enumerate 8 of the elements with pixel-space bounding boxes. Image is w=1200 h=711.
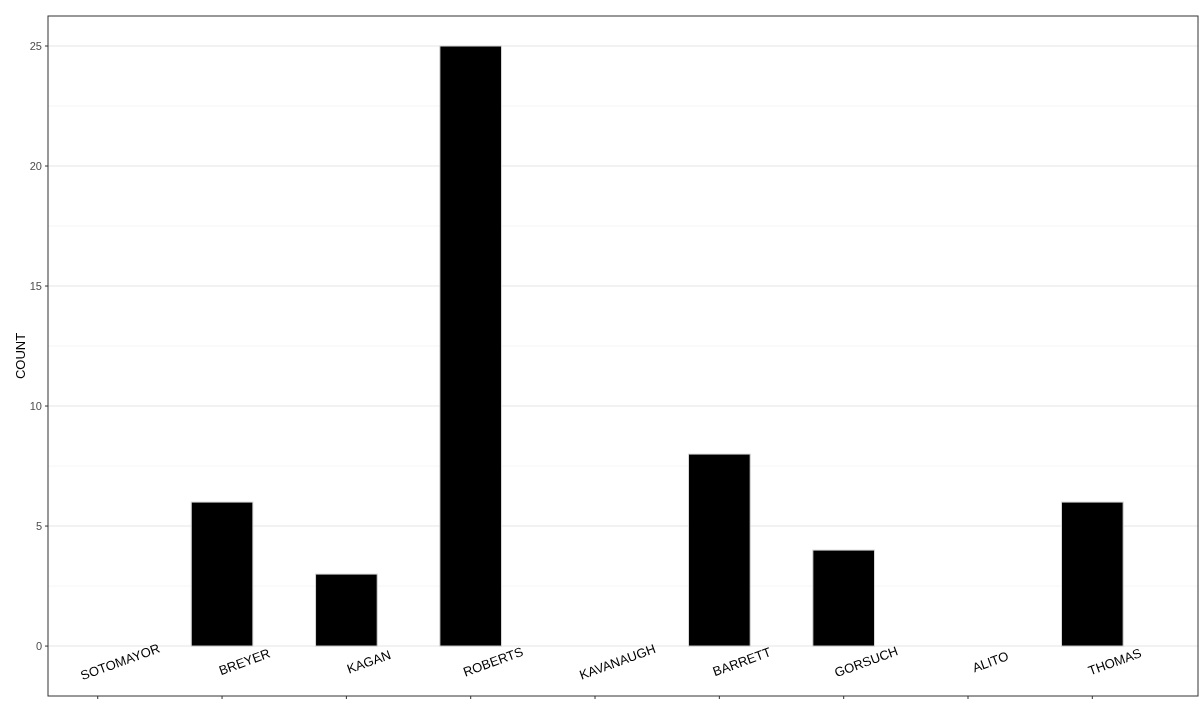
x-tick-label: ALITO [970, 648, 1011, 676]
y-tick-label: 10 [29, 399, 42, 412]
y-tick-label: 20 [29, 159, 42, 172]
y-tick-label: 0 [35, 639, 42, 652]
y-tick-label: 25 [29, 39, 42, 52]
y-axis-title: COUNT [13, 332, 28, 380]
y-tick-label: 15 [29, 279, 42, 292]
y-tick-label: 5 [35, 519, 42, 532]
